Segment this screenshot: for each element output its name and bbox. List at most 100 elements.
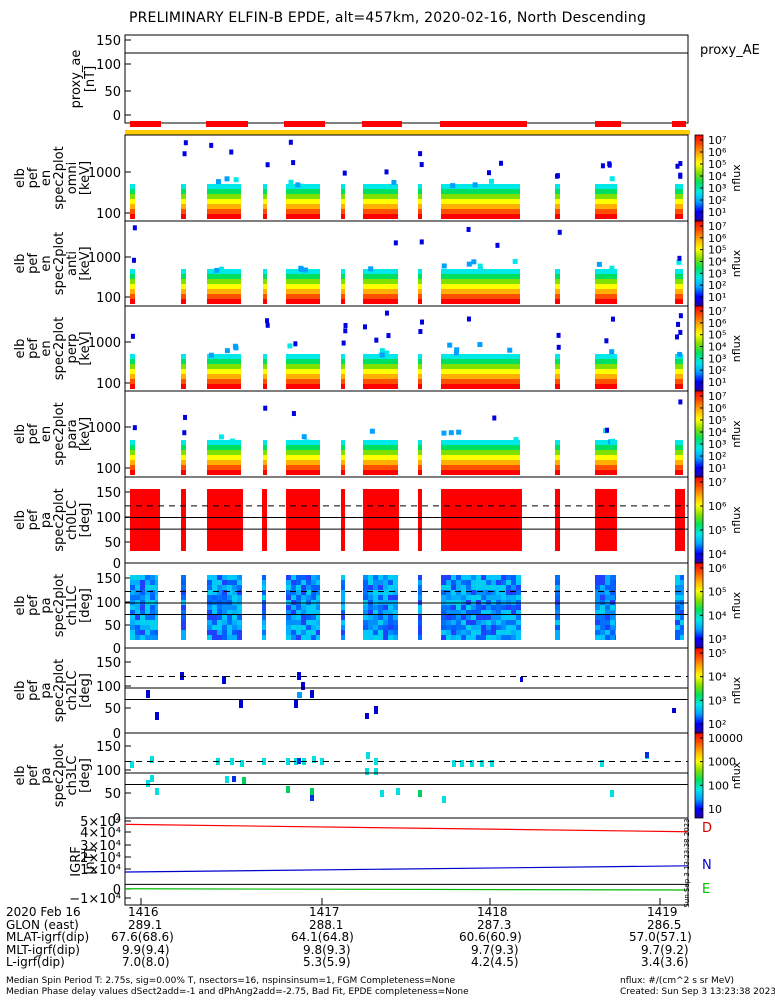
- energy-bin: [555, 359, 560, 364]
- pitch-bin: [491, 595, 496, 600]
- pitch-bin: [316, 580, 320, 585]
- energy-bin: [363, 289, 398, 294]
- credits: Median Spin Period T: 2.75s, sig=0.00% T…: [6, 976, 775, 998]
- row-value: 9.7(9.2): [641, 942, 689, 957]
- pitch-bin: [501, 590, 506, 595]
- pitch-bin: [418, 615, 422, 620]
- pitch-bin: [306, 585, 311, 590]
- pitch-bin: [227, 590, 232, 595]
- energy-bin: [341, 209, 345, 214]
- pitch-bin: [466, 635, 471, 640]
- pitch-bin: [506, 595, 511, 600]
- colorbar-tick-label: 10⁴: [708, 426, 727, 439]
- pitch-bin: [237, 615, 242, 620]
- pitch-bin: [145, 625, 150, 630]
- energy-bin: [441, 430, 447, 436]
- tick-label: 2×10⁴: [80, 851, 121, 866]
- pitch-bin: [388, 605, 393, 610]
- energy-bin: [181, 364, 186, 369]
- pitch-bin: [675, 489, 685, 551]
- pitch-bin: [155, 610, 158, 615]
- pitch-bin: [227, 625, 232, 630]
- pitch-bin: [501, 575, 506, 580]
- energy-bin: [363, 379, 398, 384]
- pitch-bin: [237, 575, 242, 580]
- pitch-bin: [388, 610, 393, 615]
- pitch-bin: [130, 585, 135, 590]
- energy-bin: [341, 194, 345, 199]
- pitch-bin: [486, 595, 491, 600]
- energy-bin: [513, 437, 519, 443]
- pitch-bin: [418, 580, 422, 585]
- pitch-bin: [501, 595, 506, 600]
- axis-label: elb: [13, 596, 28, 616]
- pitch-bin: [222, 585, 227, 590]
- pitch-bin: [476, 590, 481, 595]
- row-value: 1417: [309, 905, 340, 919]
- pitch-bin: [155, 585, 158, 590]
- energy-bin: [341, 470, 345, 475]
- energy-bin: [130, 440, 135, 445]
- colorbar-tick-label: 10⁴: [708, 671, 727, 684]
- pitch-bin: [605, 605, 610, 610]
- tick-label: 0: [113, 642, 121, 657]
- energy-bin: [441, 465, 520, 470]
- tick-label: 150: [96, 656, 121, 671]
- tick-label: 1000: [88, 166, 121, 181]
- energy-bin: [678, 173, 683, 179]
- energy-bin: [675, 450, 683, 455]
- pitch-bin: [451, 610, 456, 615]
- pitch-bin: [310, 690, 314, 698]
- pitch-bin: [595, 620, 600, 625]
- pitch-bin: [456, 625, 461, 630]
- energy-bin: [263, 279, 267, 284]
- pitch-bin: [135, 595, 140, 600]
- colorbar-tick-label: 10¹: [708, 206, 726, 219]
- pitch-bin: [615, 585, 616, 590]
- pitch-bin: [291, 635, 296, 640]
- tick-label: 50: [104, 85, 121, 100]
- pitch-bin: [217, 580, 222, 585]
- energy-bin: [441, 274, 520, 279]
- pitch-bin: [294, 700, 298, 708]
- pitch-bin: [306, 620, 311, 625]
- pitch-bin: [232, 630, 237, 635]
- pitch-bin: [595, 635, 600, 640]
- energy-bin: [595, 440, 617, 445]
- colorbar: [694, 305, 704, 392]
- energy-bin: [441, 279, 520, 284]
- pitch-bin: [610, 595, 615, 600]
- pitch-bin: [207, 595, 212, 600]
- pitch-bin: [511, 635, 516, 640]
- energy-bin: [363, 214, 398, 219]
- axis-label: en: [39, 426, 54, 442]
- pitch-bin: [600, 595, 605, 600]
- pitch-bin: [150, 615, 155, 620]
- energy-bin: [675, 279, 683, 284]
- pitch-bin: [232, 595, 237, 600]
- energy-bin: [418, 284, 422, 289]
- energy-bin: [441, 455, 520, 460]
- pitch-bin: [225, 776, 229, 783]
- energy-bin: [207, 299, 241, 304]
- energy-bin: [555, 184, 560, 189]
- pitch-bin: [363, 575, 368, 580]
- pitch-bin: [471, 610, 476, 615]
- pitch-bin: [476, 595, 481, 600]
- pitch-bin: [476, 605, 481, 610]
- pitch-bin: [311, 575, 316, 580]
- pitch-bin: [140, 575, 145, 580]
- energy-bin: [393, 240, 398, 246]
- axis-label: proxy_ae: [69, 50, 84, 109]
- energy-bin: [555, 460, 560, 465]
- pitch-bin: [311, 620, 316, 625]
- colorbar: [694, 220, 704, 307]
- energy-bin: [304, 439, 310, 445]
- pitch-bin: [680, 580, 684, 585]
- axis-label: en: [39, 170, 54, 186]
- energy-bin: [555, 369, 560, 374]
- pitch-bin: [441, 489, 522, 551]
- pitch-bin: [491, 625, 496, 630]
- tick-label: 150: [96, 486, 121, 501]
